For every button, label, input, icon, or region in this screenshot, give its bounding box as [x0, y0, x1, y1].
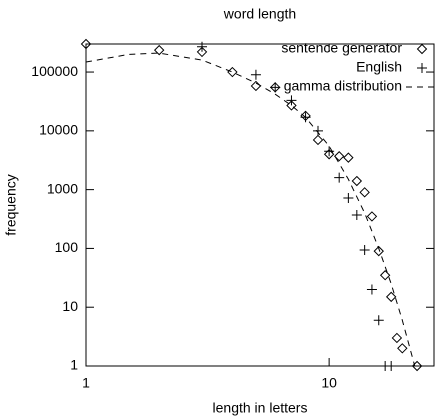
diamond-marker: [80, 38, 92, 50]
legend-label: sentence generator: [281, 40, 402, 56]
y-tick-label: 1000: [47, 180, 78, 196]
plot-border: [85, 43, 435, 367]
plus-marker: [313, 125, 323, 136]
x-tick-label: 1: [82, 375, 90, 391]
chart-title: word length: [223, 6, 296, 22]
diamond-marker: [323, 149, 335, 160]
diamond-marker: [373, 245, 384, 257]
gamma-curve: [85, 52, 416, 367]
diamond-marker: [391, 332, 403, 344]
legend-label: English: [356, 59, 402, 75]
plus-marker: [286, 95, 297, 106]
plus-marker: [343, 193, 354, 204]
y-tick-label: 10000: [39, 122, 78, 138]
y-tick-label: 100000: [31, 63, 78, 79]
plus-marker: [366, 284, 377, 295]
y-tick-label: 1: [70, 357, 78, 373]
x-tick-label: 10: [321, 375, 337, 391]
diamond-marker: [227, 66, 238, 78]
plus-marker: [359, 245, 370, 255]
diamond-marker: [343, 152, 354, 163]
legend-label: gamma distribution: [284, 78, 402, 94]
plus-marker: [351, 210, 362, 221]
diamond-marker: [351, 175, 363, 187]
plus-marker: [334, 172, 345, 183]
diamond-marker: [397, 343, 408, 354]
y-tick-label: 100: [55, 239, 79, 255]
diamond-marker: [333, 151, 345, 162]
diamond-marker: [359, 187, 370, 198]
y-tick-label: 10: [62, 298, 78, 314]
diamond-marker: [312, 134, 324, 146]
plus-marker: [250, 69, 261, 80]
diamond-marker: [196, 46, 208, 58]
legend-key: [416, 43, 428, 55]
legend-key: [417, 63, 427, 73]
diamond-marker: [379, 270, 391, 281]
plus-marker: [373, 315, 384, 326]
plus-marker: [270, 82, 281, 93]
plus-marker: [197, 41, 207, 52]
plus-marker: [386, 361, 397, 371]
diamond-marker: [153, 44, 165, 56]
diamond-marker: [366, 211, 378, 222]
diamond-marker: [250, 80, 262, 92]
y-axis-label: frequency: [3, 174, 19, 235]
x-axis-label: length in letters: [213, 400, 308, 416]
diamond-marker: [385, 291, 397, 303]
